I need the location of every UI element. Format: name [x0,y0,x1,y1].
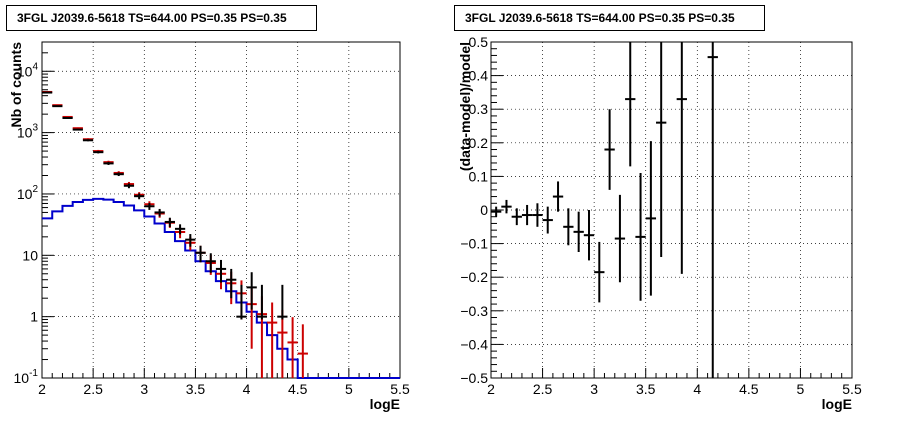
left-x-tick-label: 3.5 [186,381,206,397]
right-plot: 2 2.5 3 3.5 4 4.5 5 5.5 −0.5 −0.4 −0.3 −0.2 −0.1 0 0.1… [457,34,862,412]
right-y-tick-label: −0.5 [460,370,488,386]
right-x-axis-label: logE [822,396,852,412]
right-x-tick-label: 4 [693,381,701,397]
right-y-tick-label: 0.3 [469,101,489,117]
left-y-tick-label: 10 [22,247,38,263]
left-x-tick-label: 2.5 [83,381,103,397]
right-y-axis-label: (data-model)/model [457,42,473,171]
right-x-tick-label: 3.5 [636,381,656,397]
left-y-axis-label: Nb of counts [8,42,24,128]
left-chart-title-text: 3FGL J2039.6-5618 TS=644.00 PS=0.35 PS=0… [17,11,287,25]
right-y-tick-label: −0.4 [460,336,488,352]
right-y-tick-label: −0.3 [460,303,488,319]
left-x-tick-label: 3 [140,381,148,397]
right-y-tick-label: 0.2 [469,135,489,151]
right-y-tick-label: 0.1 [469,168,489,184]
right-x-tick-label: 5.5 [842,381,862,397]
left-x-axis-label: logE [370,396,400,412]
left-series-model-source [42,197,400,379]
left-x-tick-label: 5 [345,381,353,397]
right-x-tick-label: 2 [487,381,495,397]
left-y-tick-label: 102 [17,184,39,202]
right-chart-title-text: 3FGL J2039.6-5618 TS=644.00 PS=0.35 PS=0… [465,11,735,25]
left-x-tick-label: 4.5 [288,381,308,397]
left-plot: 2 2.5 3 3.5 4 4.5 5 5.5 10-1 1 10 102 103 104 logE Nb o… [8,41,410,412]
left-plot-frame [41,41,401,379]
right-y-tick-label: −0.2 [460,269,488,285]
left-x-tick-label: 5.5 [390,381,410,397]
right-y-tick-label: 0 [480,202,488,218]
right-chart-title: 3FGL J2039.6-5618 TS=644.00 PS=0.35 PS=0… [454,5,765,31]
right-x-tick-label: 3 [590,381,598,397]
right-y-tick-label: 0.4 [469,68,489,84]
left-x-tick-label: 2 [38,381,46,397]
right-y-tick-label: −0.1 [460,236,488,252]
left-chart-title: 3FGL J2039.6-5618 TS=644.00 PS=0.35 PS=0… [6,5,317,31]
right-y-tick-label: 0.5 [469,34,489,50]
left-x-tick-label: 4 [243,381,251,397]
right-x-tick-label: 5 [797,381,805,397]
right-x-tick-label: 4.5 [739,381,759,397]
left-y-tick-label: 10-1 [14,368,39,386]
left-y-tick-label: 104 [17,61,39,79]
right-x-tick-label: 2.5 [533,381,553,397]
left-y-tick-label: 103 [17,123,39,141]
left-y-tick-label: 1 [30,309,38,325]
